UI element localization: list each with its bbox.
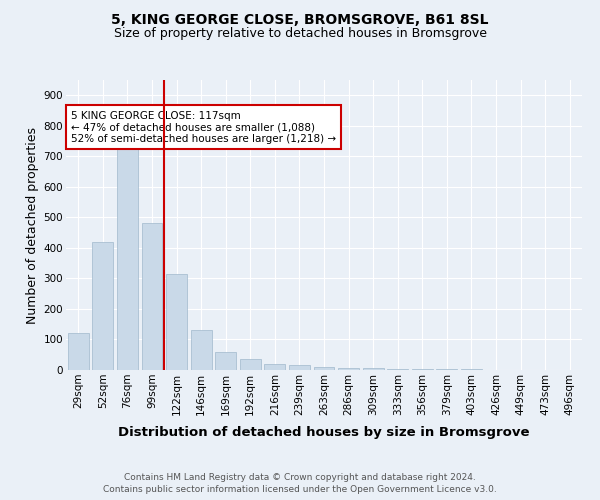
Bar xyxy=(314,367,334,370)
Bar xyxy=(387,369,408,370)
Bar xyxy=(117,147,138,370)
Bar xyxy=(289,366,310,370)
Bar xyxy=(92,242,113,370)
Bar xyxy=(166,274,187,370)
Text: 5 KING GEORGE CLOSE: 117sqm
← 47% of detached houses are smaller (1,088)
52% of : 5 KING GEORGE CLOSE: 117sqm ← 47% of det… xyxy=(71,110,336,144)
Bar xyxy=(191,330,212,370)
Bar xyxy=(412,369,433,370)
Bar xyxy=(362,368,383,370)
Bar xyxy=(240,360,261,370)
Bar xyxy=(265,364,286,370)
Text: Contains public sector information licensed under the Open Government Licence v3: Contains public sector information licen… xyxy=(103,485,497,494)
Y-axis label: Number of detached properties: Number of detached properties xyxy=(26,126,40,324)
Bar xyxy=(68,334,89,370)
Bar xyxy=(338,368,359,370)
Text: 5, KING GEORGE CLOSE, BROMSGROVE, B61 8SL: 5, KING GEORGE CLOSE, BROMSGROVE, B61 8S… xyxy=(111,12,489,26)
Bar xyxy=(215,352,236,370)
Text: Size of property relative to detached houses in Bromsgrove: Size of property relative to detached ho… xyxy=(113,28,487,40)
Text: Distribution of detached houses by size in Bromsgrove: Distribution of detached houses by size … xyxy=(118,426,530,439)
Text: Contains HM Land Registry data © Crown copyright and database right 2024.: Contains HM Land Registry data © Crown c… xyxy=(124,472,476,482)
Bar xyxy=(142,224,163,370)
